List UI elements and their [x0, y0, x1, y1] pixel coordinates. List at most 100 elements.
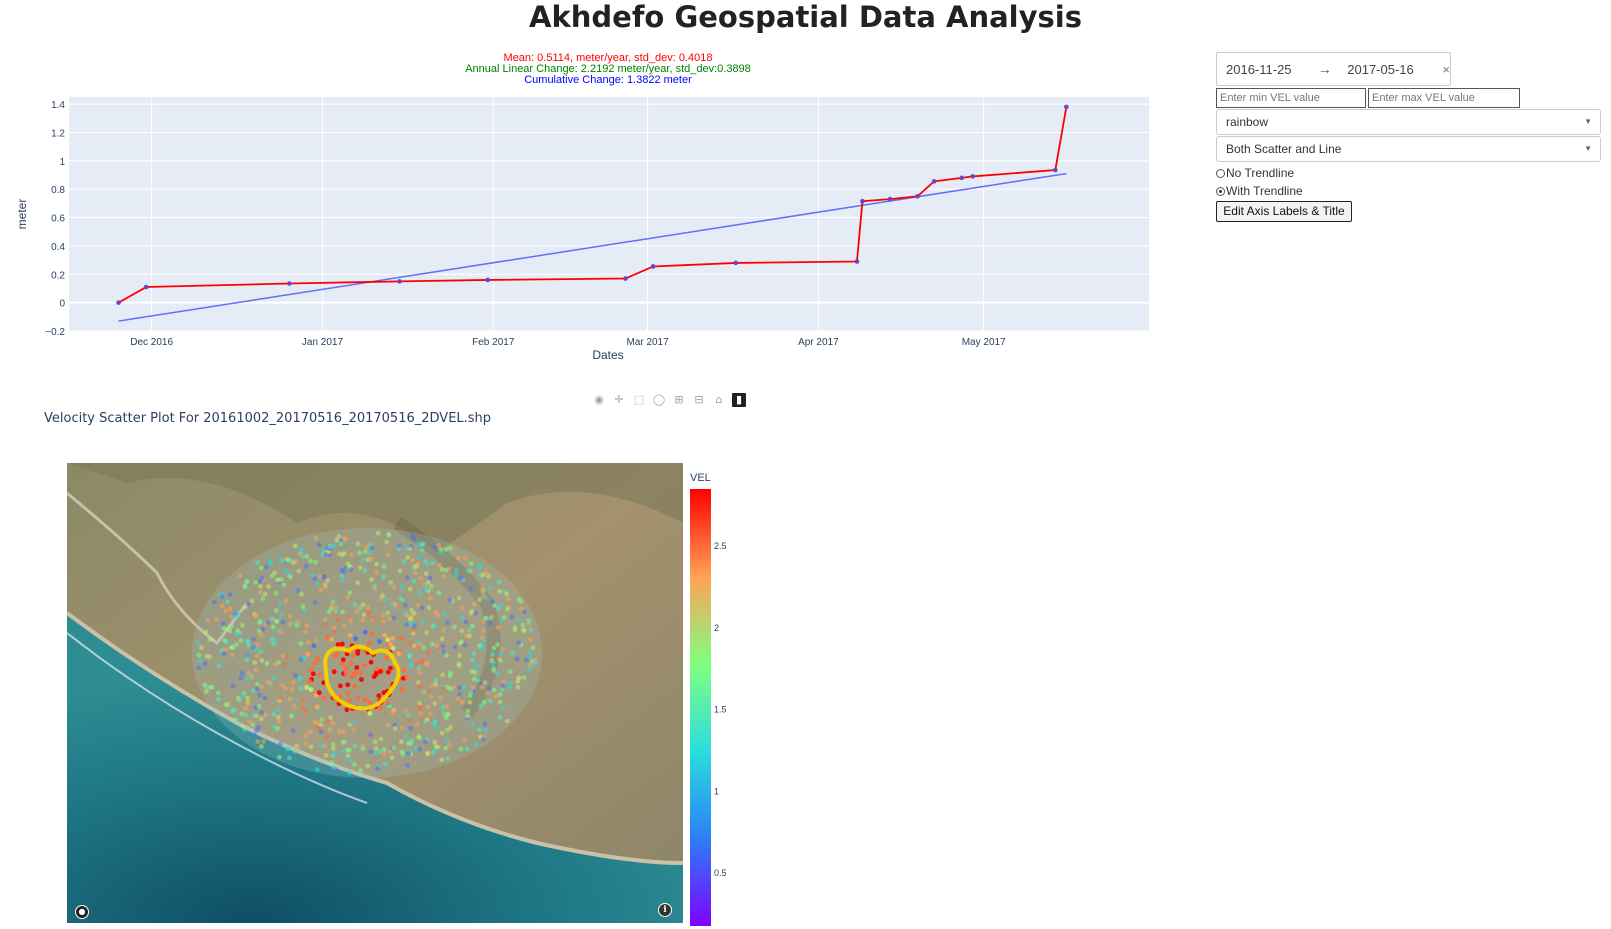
velocity-point[interactable] — [313, 693, 319, 698]
velocity-point[interactable] — [501, 615, 507, 620]
velocity-point[interactable] — [365, 605, 371, 611]
velocity-point[interactable] — [404, 575, 410, 580]
velocity-point[interactable] — [497, 699, 503, 705]
velocity-point[interactable] — [407, 616, 413, 622]
velocity-point[interactable] — [285, 654, 291, 660]
velocity-point[interactable] — [250, 688, 256, 694]
velocity-point[interactable] — [483, 570, 489, 576]
velocity-point[interactable] — [438, 695, 444, 701]
velocity-point[interactable] — [490, 660, 496, 665]
velocity-point[interactable] — [446, 742, 452, 748]
velocity-point[interactable] — [345, 595, 351, 600]
velocity-point[interactable] — [512, 627, 518, 633]
data-point[interactable] — [287, 281, 292, 286]
velocity-point[interactable] — [342, 623, 347, 629]
velocity-point[interactable] — [526, 666, 532, 672]
velocity-point[interactable] — [474, 663, 480, 668]
velocity-point[interactable] — [225, 626, 231, 632]
velocity-point[interactable] — [289, 680, 295, 686]
velocity-point[interactable] — [426, 579, 431, 585]
velocity-point[interactable] — [328, 715, 333, 720]
velocity-point[interactable] — [384, 655, 390, 661]
velocity-point[interactable] — [293, 558, 298, 564]
velocity-point[interactable] — [425, 704, 431, 710]
velocity-point[interactable] — [483, 595, 489, 601]
velocity-point[interactable] — [386, 616, 392, 622]
velocity-point[interactable] — [477, 597, 482, 602]
velocity-point[interactable] — [425, 562, 431, 567]
velocity-point[interactable] — [229, 623, 234, 629]
velocity-point[interactable] — [281, 582, 287, 588]
radio-with-trendline[interactable]: With Trendline — [1216, 184, 1303, 198]
velocity-point[interactable] — [287, 755, 292, 761]
velocity-point[interactable] — [487, 686, 492, 692]
velocity-point[interactable] — [408, 725, 414, 731]
velocity-point[interactable] — [303, 741, 309, 747]
velocity-point[interactable] — [477, 727, 482, 732]
velocity-point[interactable] — [348, 758, 354, 763]
velocity-point[interactable] — [413, 746, 418, 752]
velocity-point[interactable] — [481, 619, 487, 624]
velocity-point[interactable] — [459, 639, 464, 645]
velocity-point[interactable] — [310, 671, 316, 677]
velocity-point[interactable] — [510, 650, 515, 656]
velocity-point[interactable] — [199, 645, 204, 651]
velocity-point[interactable] — [467, 699, 473, 705]
velocity-point[interactable] — [304, 685, 310, 690]
velocity-point[interactable] — [341, 729, 346, 735]
velocity-point[interactable] — [468, 689, 474, 695]
velocity-point[interactable] — [389, 602, 395, 608]
velocity-point[interactable] — [287, 573, 292, 578]
velocity-point[interactable] — [343, 670, 349, 676]
velocity-point[interactable] — [362, 629, 368, 635]
velocity-point[interactable] — [411, 610, 417, 616]
velocity-point[interactable] — [492, 603, 497, 608]
velocity-point[interactable] — [339, 641, 345, 647]
velocity-point[interactable] — [355, 696, 361, 701]
velocity-point[interactable] — [368, 732, 373, 738]
velocity-point[interactable] — [365, 763, 371, 769]
velocity-point[interactable] — [258, 565, 264, 571]
velocity-point[interactable] — [292, 673, 298, 678]
velocity-point[interactable] — [341, 535, 347, 541]
velocity-point[interactable] — [257, 692, 262, 698]
velocity-point[interactable] — [263, 564, 269, 570]
velocity-point[interactable] — [241, 692, 246, 697]
velocity-point[interactable] — [352, 683, 358, 689]
velocity-point[interactable] — [350, 601, 356, 607]
velocity-point[interactable] — [479, 635, 484, 641]
velocity-point[interactable] — [258, 632, 264, 638]
velocity-point[interactable] — [527, 662, 533, 668]
velocity-point[interactable] — [494, 670, 500, 676]
velocity-point[interactable] — [457, 653, 462, 658]
velocity-point[interactable] — [308, 667, 314, 673]
velocity-point[interactable] — [358, 565, 363, 571]
velocity-point[interactable] — [277, 600, 283, 606]
velocity-point[interactable] — [364, 544, 369, 550]
velocity-point[interactable] — [329, 601, 335, 607]
box-select-icon[interactable]: ⬚ — [633, 393, 645, 406]
velocity-point[interactable] — [462, 738, 468, 743]
velocity-point[interactable] — [521, 627, 527, 633]
velocity-point[interactable] — [269, 636, 275, 642]
velocity-point[interactable] — [340, 609, 345, 615]
end-date[interactable]: 2017-05-16 — [1347, 61, 1414, 77]
velocity-point[interactable] — [238, 638, 244, 643]
velocity-point[interactable] — [520, 622, 526, 628]
velocity-point[interactable] — [321, 574, 327, 579]
velocity-point[interactable] — [345, 753, 351, 758]
radio-no-trendline[interactable]: No Trendline — [1216, 166, 1294, 180]
velocity-point[interactable] — [262, 591, 268, 597]
velocity-point[interactable] — [440, 649, 446, 655]
velocity-point[interactable] — [280, 653, 286, 659]
velocity-point[interactable] — [471, 676, 477, 682]
velocity-point[interactable] — [313, 535, 319, 541]
velocity-point[interactable] — [516, 596, 522, 602]
velocity-point[interactable] — [374, 561, 379, 567]
velocity-point[interactable] — [377, 705, 383, 711]
velocity-point[interactable] — [288, 713, 294, 719]
velocity-point[interactable] — [452, 644, 458, 650]
velocity-point[interactable] — [368, 659, 374, 665]
velocity-point[interactable] — [301, 554, 307, 560]
velocity-point[interactable] — [392, 726, 398, 731]
